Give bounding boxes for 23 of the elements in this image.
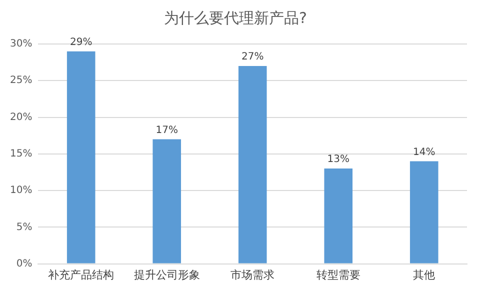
bar: [152, 139, 182, 264]
chart-title: 为什么要代理新产品?: [164, 8, 307, 27]
bar: [66, 51, 96, 264]
y-tick-label: 20%: [10, 112, 32, 123]
y-tick-label: 0%: [16, 258, 32, 270]
data-label: 27%: [241, 52, 264, 63]
x-tick-label: 提升公司形象: [134, 268, 200, 282]
y-tick-label: 15%: [10, 148, 32, 160]
y-tick-label: 30%: [10, 38, 32, 50]
data-label: 17%: [156, 124, 178, 136]
y-tick-label: 10%: [10, 185, 32, 196]
x-tick-label: 市场需求: [230, 268, 275, 282]
data-label: 13%: [327, 154, 350, 166]
x-tick-label: 补充产品结构: [48, 268, 114, 282]
bar: [238, 66, 267, 264]
data-label: 14%: [413, 146, 436, 158]
y-tick-label: 5%: [16, 222, 32, 233]
bar: [324, 168, 353, 264]
y-tick-label: 25%: [10, 75, 32, 86]
x-tick-label: 转型需要: [316, 268, 360, 282]
bar: [410, 161, 438, 264]
data-label: 29%: [70, 36, 92, 48]
x-tick-label: 其他: [413, 268, 436, 282]
